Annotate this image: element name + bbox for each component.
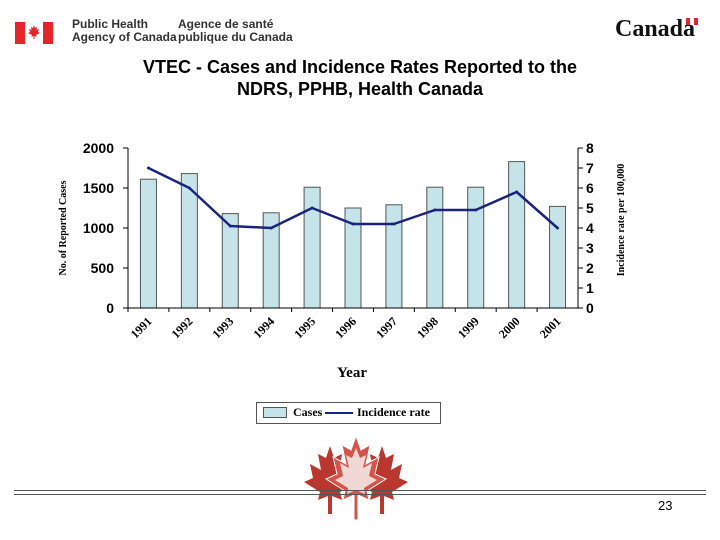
point-incidence-1998 bbox=[433, 208, 437, 212]
y-right-tick-label: 3 bbox=[586, 240, 594, 256]
bar-2000 bbox=[508, 161, 526, 309]
x-tick-label: 1999 bbox=[455, 314, 482, 341]
x-tick-label: 1996 bbox=[332, 314, 359, 341]
legend-swatch-bar bbox=[263, 407, 287, 418]
x-tick-label: 1994 bbox=[250, 314, 277, 341]
y-right-tick-label: 6 bbox=[586, 180, 594, 196]
point-incidence-1991 bbox=[146, 166, 150, 170]
y-right-tick-label: 2 bbox=[586, 260, 594, 276]
footer-rule-bottom bbox=[14, 494, 706, 495]
legend-swatch-line bbox=[325, 411, 353, 414]
bar-1999 bbox=[467, 186, 485, 309]
legend-item-cases: Cases bbox=[263, 405, 322, 420]
point-incidence-1993 bbox=[228, 224, 232, 228]
x-tick-label: 1995 bbox=[291, 314, 318, 341]
canada-flag-icon bbox=[15, 22, 53, 44]
y-right-tick-label: 1 bbox=[586, 280, 594, 296]
chart-legend: Cases Incidence rate bbox=[256, 402, 441, 424]
legend-label-cases: Cases bbox=[293, 405, 323, 419]
point-incidence-1997 bbox=[392, 222, 396, 226]
chart-title: VTEC - Cases and Incidence Rates Reporte… bbox=[80, 56, 640, 100]
y-left-tick-label: 2000 bbox=[83, 140, 114, 156]
bar-1997 bbox=[385, 204, 403, 309]
agency-name-fr: Agence de santé publique du Canada bbox=[178, 17, 293, 44]
bar-1991 bbox=[139, 178, 157, 309]
x-axis-title: Year bbox=[337, 365, 367, 381]
point-incidence-1992 bbox=[187, 186, 191, 190]
bar-1995 bbox=[303, 186, 321, 309]
point-incidence-1996 bbox=[351, 222, 355, 226]
point-incidence-2001 bbox=[556, 226, 560, 230]
y-right-tick-label: 5 bbox=[586, 200, 594, 216]
y-right-tick-label: 4 bbox=[586, 220, 594, 236]
chart-title-line-1: VTEC - Cases and Incidence Rates Reporte… bbox=[142, 57, 578, 77]
x-tick-label: 2001 bbox=[537, 314, 564, 341]
x-tick-label: 1992 bbox=[169, 314, 196, 341]
point-incidence-1995 bbox=[310, 206, 314, 210]
y-left-tick-label: 1000 bbox=[83, 220, 114, 236]
chart-title-line-2: NDRS, PPHB, Health Canada bbox=[236, 79, 484, 99]
y-axis-right-title: Incidence rate per 100,000 bbox=[616, 164, 627, 277]
x-tick-label: 1993 bbox=[210, 314, 237, 341]
wordmark-flag-icon bbox=[686, 18, 698, 25]
y-right-tick-label: 8 bbox=[586, 140, 594, 156]
y-left-tick-label: 0 bbox=[106, 300, 114, 316]
legend-item-incidence: Incidence rate bbox=[325, 405, 430, 420]
x-tick-label: 1991 bbox=[128, 314, 155, 341]
canada-wordmark: Canada bbox=[615, 16, 696, 42]
point-incidence-2000 bbox=[515, 190, 519, 194]
y-right-tick-label: 7 bbox=[586, 160, 594, 176]
maple-leaf-emblem bbox=[304, 434, 408, 521]
y-left-tick-label: 500 bbox=[91, 260, 115, 276]
bar-1998 bbox=[426, 186, 444, 309]
legend-label-incidence: Incidence rate bbox=[357, 405, 430, 419]
y-axis-left-title: No. of Reported Cases bbox=[58, 180, 69, 275]
x-tick-label: 2000 bbox=[496, 314, 523, 341]
y-right-tick-label: 0 bbox=[586, 300, 594, 316]
x-tick-label: 1998 bbox=[414, 314, 441, 341]
header: Public Health Agency of Canada Agence de… bbox=[0, 0, 720, 52]
x-tick-label: 1997 bbox=[373, 314, 400, 341]
point-incidence-1999 bbox=[474, 208, 478, 212]
bar-1993 bbox=[221, 213, 239, 309]
y-left-tick-label: 1500 bbox=[83, 180, 114, 196]
footer-rule-top bbox=[14, 490, 706, 491]
page-number: 23 bbox=[658, 498, 673, 513]
agency-name-en: Public Health Agency of Canada bbox=[72, 17, 177, 44]
point-incidence-1994 bbox=[269, 226, 273, 230]
